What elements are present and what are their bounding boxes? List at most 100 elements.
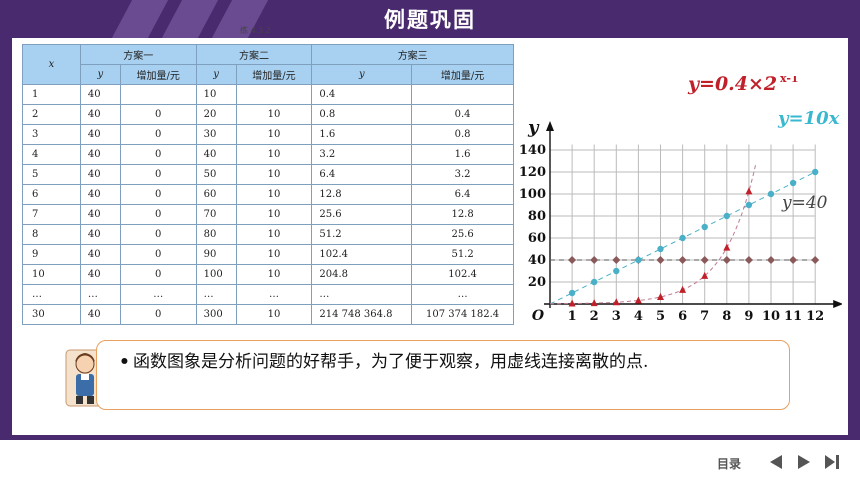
data-point	[767, 256, 775, 264]
data-point	[634, 296, 642, 304]
data-point	[812, 168, 819, 176]
constant-function-label: y=40	[781, 193, 828, 213]
exp-function-exponent: x-1	[780, 76, 799, 85]
table-cell: 40	[79, 204, 121, 225]
table-cell: …	[195, 284, 237, 305]
table-cell: 0.4	[411, 104, 514, 125]
table-cell: 10	[195, 84, 237, 105]
table-cell: 4	[22, 144, 81, 165]
table-cell: 12.8	[411, 204, 514, 225]
data-point	[679, 285, 687, 293]
table-cell: …	[311, 284, 413, 305]
table-cell: 300	[195, 304, 237, 325]
table-cell: 51.2	[311, 224, 413, 245]
table-cell: 40	[79, 304, 121, 325]
data-point	[700, 256, 709, 264]
table-row: 9 40 0 90 10 102.4 51.2	[22, 244, 514, 265]
tip-text: • 函数图象是分析问题的好帮手，为了便于观察，用虚线连接离散的点.	[119, 349, 779, 375]
x-tick-label: 6	[678, 309, 687, 324]
function-chart: 12345678910111220406080100120140Oxyy=0.4…	[519, 76, 842, 324]
data-point	[811, 256, 820, 264]
table-cell: 0	[119, 124, 197, 145]
data-point	[568, 256, 577, 264]
table-cell: 10	[235, 184, 313, 205]
next-icon[interactable]	[794, 452, 814, 472]
header-y3: y	[311, 64, 413, 85]
y-tick-label: 40	[528, 253, 546, 268]
table-cell: 51.2	[411, 244, 514, 265]
data-point	[744, 256, 753, 264]
data-point	[745, 187, 753, 195]
table-cell: 30	[22, 304, 81, 325]
y-axis-arrow	[546, 121, 554, 131]
data-point	[656, 256, 665, 264]
table-cell: …	[119, 284, 197, 305]
data-point	[723, 243, 731, 251]
header-y1: y	[79, 64, 121, 85]
data-point	[722, 256, 731, 264]
table-cell: 25.6	[411, 224, 514, 245]
data-point	[635, 256, 642, 264]
header-inc3: 增加量/元	[411, 64, 514, 85]
prev-icon[interactable]	[766, 452, 786, 472]
x-tick-label: 5	[656, 309, 665, 324]
tip-bullet: •	[119, 352, 130, 372]
table-caption: 练 4.3.2	[240, 26, 271, 35]
data-point	[789, 179, 797, 187]
data-point	[789, 256, 798, 264]
table-cell: 20	[195, 104, 237, 125]
table-cell: 6.4	[411, 184, 514, 205]
table-cell: 10	[235, 244, 313, 265]
header-inc2: 增加量/元	[235, 64, 313, 85]
y-tick-label: 140	[519, 143, 546, 158]
x-tick-label: 3	[612, 309, 621, 324]
origin-label: O	[532, 308, 545, 324]
header-inc1: 增加量/元	[119, 64, 197, 85]
data-point	[745, 201, 753, 209]
y-tick-label: 60	[528, 231, 546, 246]
table-cell: …	[411, 284, 514, 305]
last-icon[interactable]	[822, 452, 842, 472]
table-cell: 214 748 364.8	[311, 304, 413, 325]
table-cell: 0	[119, 224, 197, 245]
table-cell: 60	[195, 184, 237, 205]
footer-bar: 目录	[0, 440, 860, 484]
table-cell: 9	[22, 244, 81, 265]
table-row: 4 40 0 40 10 3.2 1.6	[22, 144, 514, 165]
table-cell: 40	[79, 124, 121, 145]
data-point	[568, 299, 576, 307]
table-cell: 0	[119, 244, 197, 265]
table-cell: 102.4	[311, 244, 413, 265]
table-cell: 50	[195, 164, 237, 185]
table-cell: 0	[119, 164, 197, 185]
table-cell: 80	[195, 224, 237, 245]
table-cell: 5	[22, 164, 81, 185]
content-panel: 练 4.3.2 x 方案一 方案二 方案三 y 增加量/元 y 增加量/元 y …	[12, 26, 848, 435]
table-cell: …	[22, 284, 81, 305]
table-cell: 40	[79, 104, 121, 125]
slide-frame: 例题巩固 练 4.3.2 x 方案一 方案二 方案三 y 增加量/元 y 增加量…	[0, 0, 860, 440]
table-cell: 204.8	[311, 264, 413, 285]
data-point	[590, 299, 598, 307]
table-cell: 1.6	[411, 144, 514, 165]
table-cell: 0	[119, 264, 197, 285]
table-cell: 1	[22, 84, 81, 105]
x-tick-label: 4	[634, 309, 643, 324]
data-point	[678, 256, 687, 264]
data-point	[723, 212, 730, 220]
table-cell: 3	[22, 124, 81, 145]
table-row: …………………	[22, 284, 514, 305]
data-point	[679, 234, 686, 242]
table-cell: 3.2	[311, 144, 413, 165]
data-point	[657, 292, 664, 300]
series-line	[550, 165, 756, 305]
table-cell: 40	[79, 84, 121, 105]
table-cell: 10	[235, 204, 313, 225]
table-cell: 30	[195, 124, 237, 145]
table-row: 5 40 0 50 10 6.4 3.2	[22, 164, 514, 185]
table-row: 10 40 0 100 10 204.8 102.4	[22, 264, 514, 285]
data-point	[657, 245, 664, 253]
menu-link[interactable]: 目录	[717, 457, 742, 471]
table-cell: 1.6	[311, 124, 413, 145]
y-axis-label: y	[527, 117, 540, 138]
